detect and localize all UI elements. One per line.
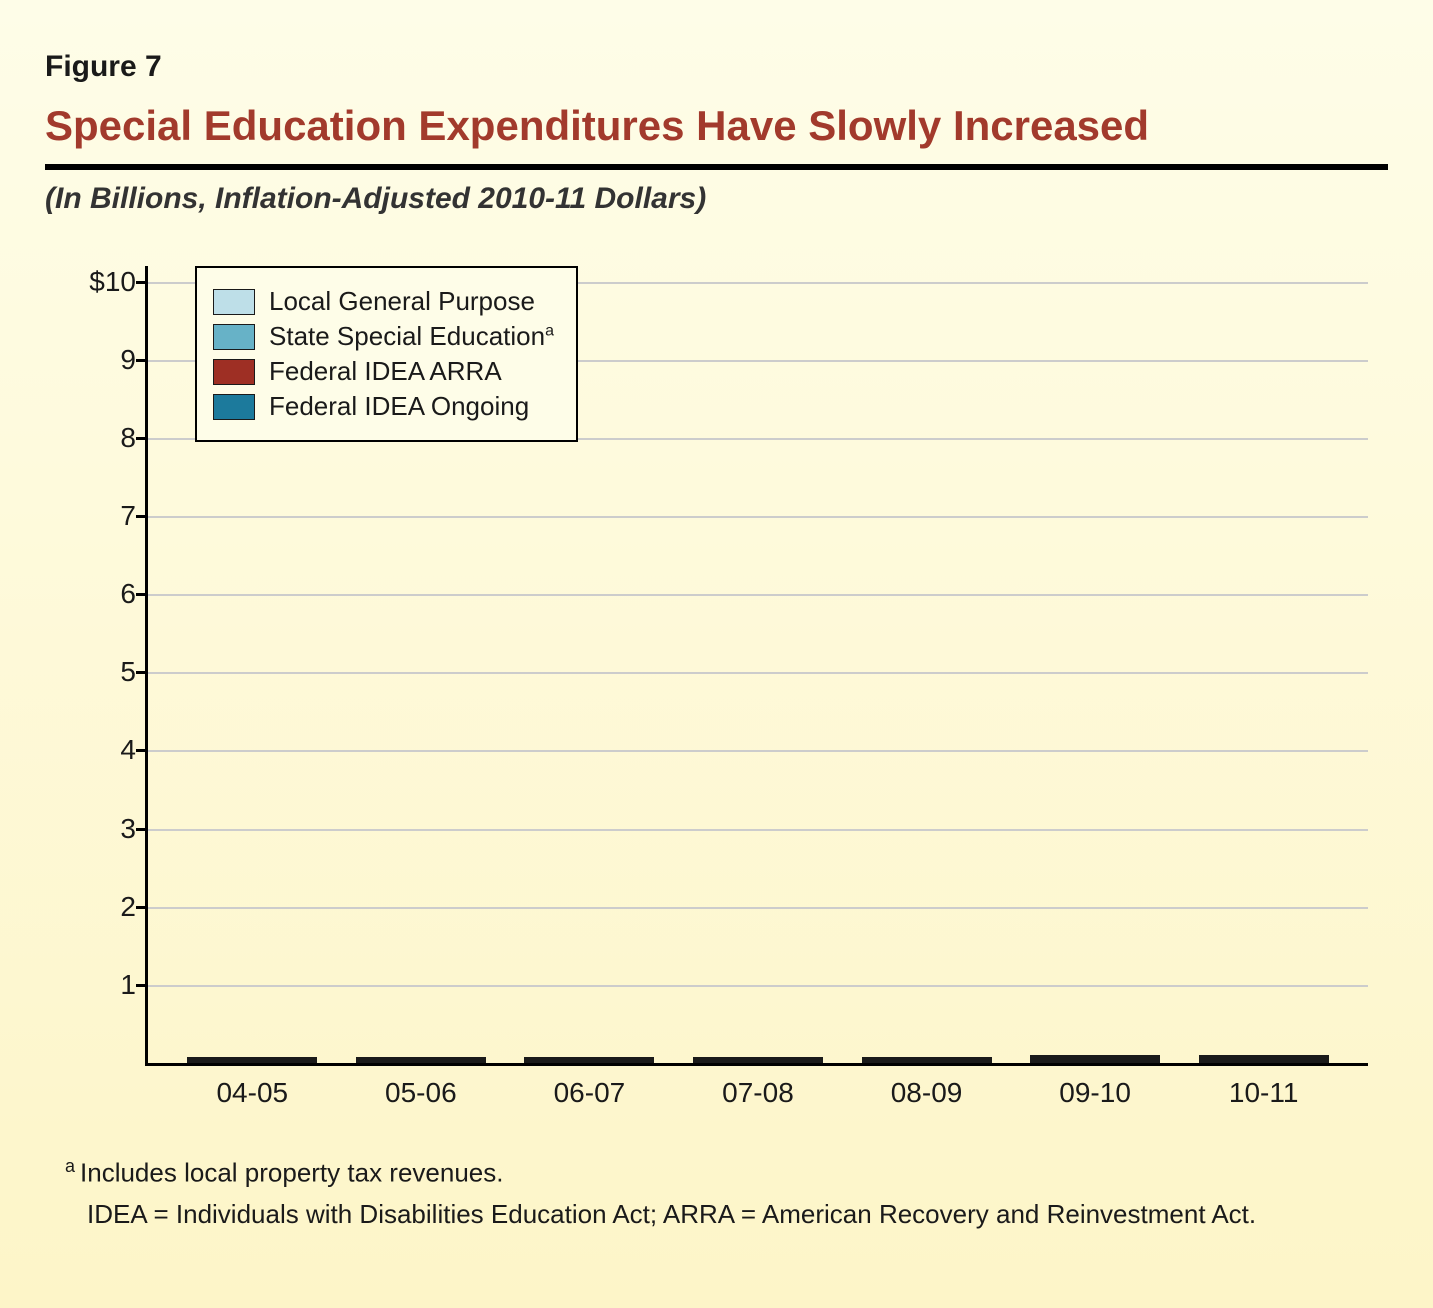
figure-label: Figure 7 bbox=[45, 50, 1388, 84]
bar-column: 06-07 bbox=[524, 1057, 654, 1063]
legend-label: Federal IDEA Ongoing bbox=[269, 391, 529, 422]
legend-swatch bbox=[213, 324, 255, 350]
y-axis-tick-mark bbox=[136, 359, 148, 362]
legend-item: Federal IDEA Ongoing bbox=[213, 391, 554, 422]
x-axis-label: 08-09 bbox=[891, 1077, 963, 1109]
x-axis-label: 07-08 bbox=[722, 1077, 794, 1109]
bar-segment-federal-ongoing bbox=[524, 1061, 654, 1063]
legend-label: Federal IDEA ARRA bbox=[269, 356, 502, 387]
y-axis-tick-mark bbox=[136, 906, 148, 909]
bar-column: 07-08 bbox=[693, 1057, 823, 1063]
bar-column: 08-09 bbox=[862, 1057, 992, 1063]
gridline bbox=[148, 985, 1368, 987]
chart-subtitle: (In Billions, Inflation-Adjusted 2010-11… bbox=[45, 182, 1388, 216]
x-axis-label: 04-05 bbox=[216, 1077, 288, 1109]
legend-label: Local General Purpose bbox=[269, 286, 535, 317]
legend-label: State Special Educationa bbox=[269, 321, 554, 352]
legend-swatch bbox=[213, 289, 255, 315]
gridline bbox=[148, 829, 1368, 831]
y-axis-tick-mark bbox=[136, 593, 148, 596]
footnote: IDEA = Individuals with Disabilities Edu… bbox=[65, 1199, 1388, 1230]
x-axis-label: 09-10 bbox=[1059, 1077, 1131, 1109]
x-axis-label: 06-07 bbox=[554, 1077, 626, 1109]
y-axis-tick-mark bbox=[136, 828, 148, 831]
legend-item: State Special Educationa bbox=[213, 321, 554, 352]
footnotes: a Includes local property tax revenues. I… bbox=[65, 1156, 1388, 1230]
gridline bbox=[148, 594, 1368, 596]
bar-segment-federal-ongoing bbox=[693, 1061, 823, 1063]
legend-swatch bbox=[213, 359, 255, 385]
x-axis-label: 05-06 bbox=[385, 1077, 457, 1109]
gridline bbox=[148, 907, 1368, 909]
y-axis-tick-mark bbox=[136, 984, 148, 987]
bar-column: 04-05 bbox=[187, 1057, 317, 1063]
gridline bbox=[148, 672, 1368, 674]
x-axis-label: 10-11 bbox=[1229, 1077, 1299, 1109]
bar-column: 10-11 bbox=[1199, 1055, 1329, 1063]
gridline bbox=[148, 516, 1368, 518]
y-axis-tick-mark bbox=[136, 515, 148, 518]
legend-item: Local General Purpose bbox=[213, 286, 554, 317]
y-axis-tick-mark bbox=[136, 437, 148, 440]
bar-segment-federal-ongoing bbox=[862, 1061, 992, 1063]
title-rule bbox=[45, 164, 1388, 170]
bar-segment-federal-ongoing bbox=[356, 1061, 486, 1063]
bar-segment-federal-ongoing bbox=[187, 1061, 317, 1063]
bar-segment-federal-ongoing bbox=[1030, 1061, 1160, 1063]
legend-item: Federal IDEA ARRA bbox=[213, 356, 554, 387]
y-axis-tick-mark bbox=[136, 671, 148, 674]
y-axis-tick-mark bbox=[136, 281, 148, 284]
chart-title: Special Education Expenditures Have Slow… bbox=[45, 102, 1388, 150]
legend-swatch bbox=[213, 394, 255, 420]
bar-segment-federal-ongoing bbox=[1199, 1061, 1329, 1063]
gridline bbox=[148, 750, 1368, 752]
chart: Local General Purpose State Special Educa… bbox=[75, 246, 1378, 1126]
footnote: a Includes local property tax revenues. bbox=[65, 1156, 1388, 1189]
bar-column: 09-10 bbox=[1030, 1055, 1160, 1063]
y-axis-tick-mark bbox=[136, 749, 148, 752]
bar-column: 05-06 bbox=[356, 1057, 486, 1063]
legend: Local General Purpose State Special Educa… bbox=[195, 266, 578, 442]
